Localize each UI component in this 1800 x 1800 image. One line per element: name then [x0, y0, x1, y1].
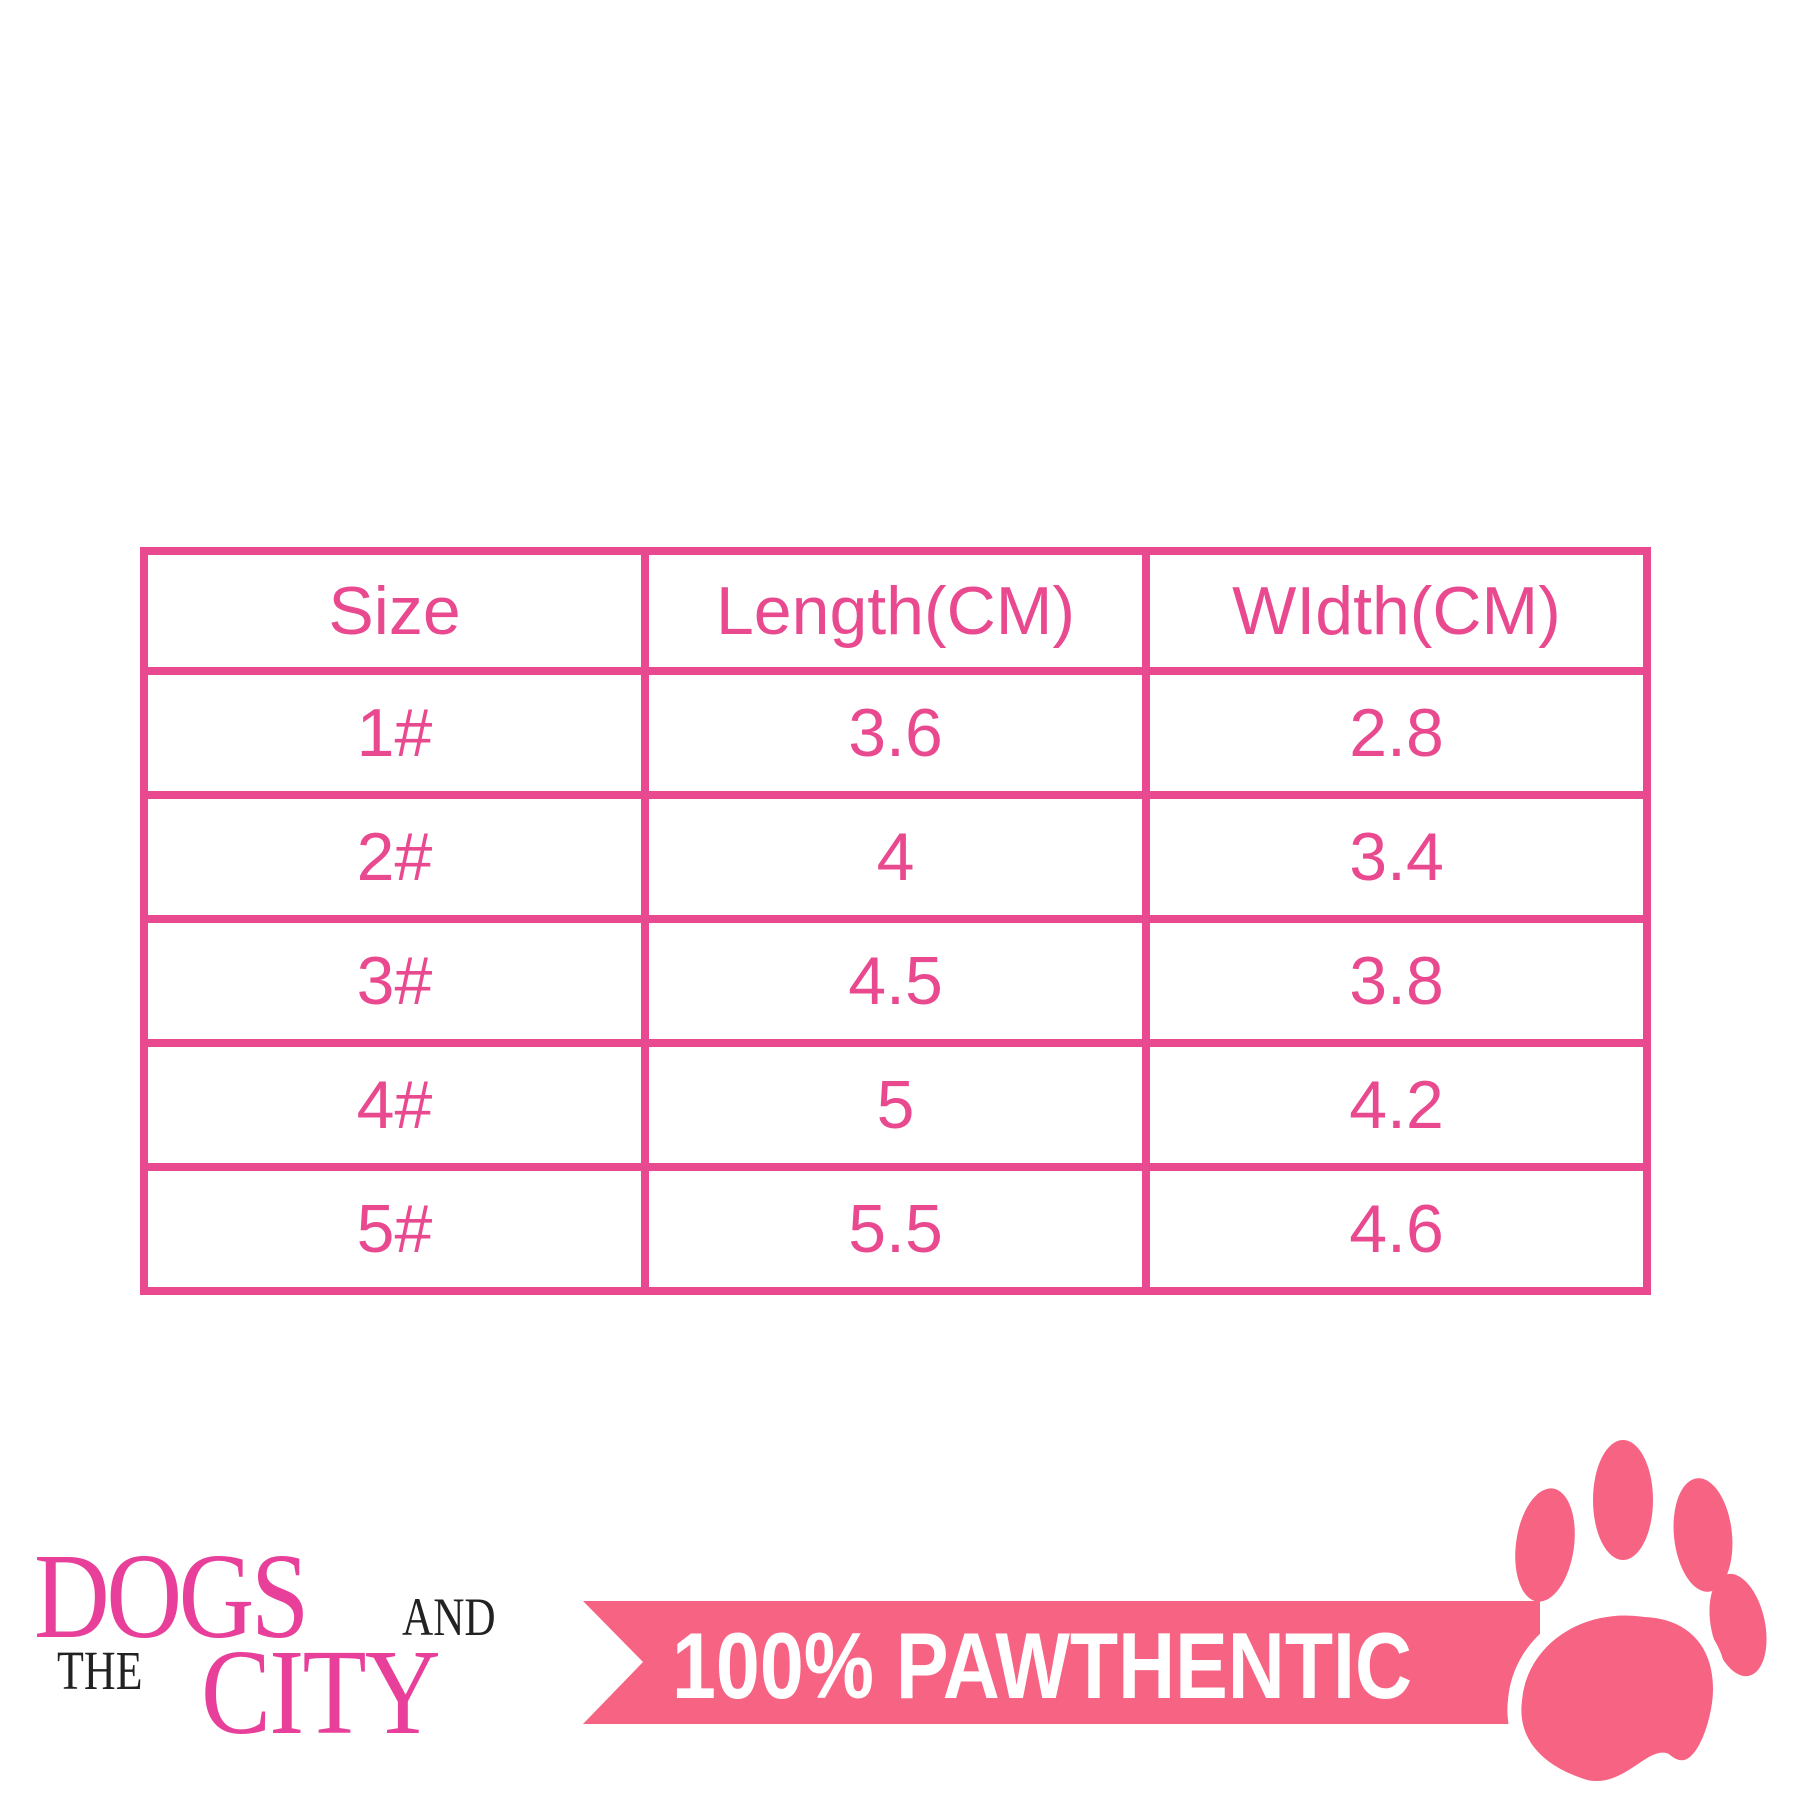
cell-length: 3.6 [641, 667, 1150, 799]
logo-city: CITY [201, 1625, 441, 1760]
cell-width: 4.6 [1142, 1163, 1651, 1295]
cell-length: 5 [641, 1039, 1150, 1171]
table-row: 2# 4 3.4 [140, 791, 1651, 923]
cell-size: 4# [140, 1039, 649, 1171]
cell-width: 4.2 [1142, 1039, 1651, 1171]
logo-dogs: DOGS [34, 1529, 309, 1664]
logo-and: AND [402, 1587, 496, 1647]
table-row: 4# 5 4.2 [140, 1039, 1651, 1171]
cell-size: 5# [140, 1163, 649, 1295]
cell-size: 2# [140, 791, 649, 923]
cell-size: 3# [140, 915, 649, 1047]
header-size: Size [140, 547, 649, 675]
cell-length: 4 [641, 791, 1150, 923]
banner-ribbon [583, 1601, 1540, 1724]
header-length: Length(CM) [641, 547, 1150, 675]
logo-the: THE [57, 1640, 143, 1701]
paw-icon [1507, 1440, 1767, 1795]
header-width: WIdth(CM) [1142, 547, 1651, 675]
cell-length: 4.5 [641, 915, 1150, 1047]
banner-text: 100% PAWTHENTIC [672, 1613, 1413, 1718]
cell-width: 3.8 [1142, 915, 1651, 1047]
cell-width: 2.8 [1142, 667, 1651, 799]
cell-width: 3.4 [1142, 791, 1651, 923]
cell-size: 1# [140, 667, 649, 799]
table-header-row: Size Length(CM) WIdth(CM) [140, 547, 1651, 675]
table-row: 3# 4.5 3.8 [140, 915, 1651, 1047]
table-row: 5# 5.5 4.6 [140, 1163, 1651, 1295]
cell-length: 5.5 [641, 1163, 1150, 1295]
size-chart-table: Size Length(CM) WIdth(CM) 1# 3.6 2.8 2# 4 3.… [140, 547, 1651, 1295]
table-row: 1# 3.6 2.8 [140, 667, 1651, 799]
